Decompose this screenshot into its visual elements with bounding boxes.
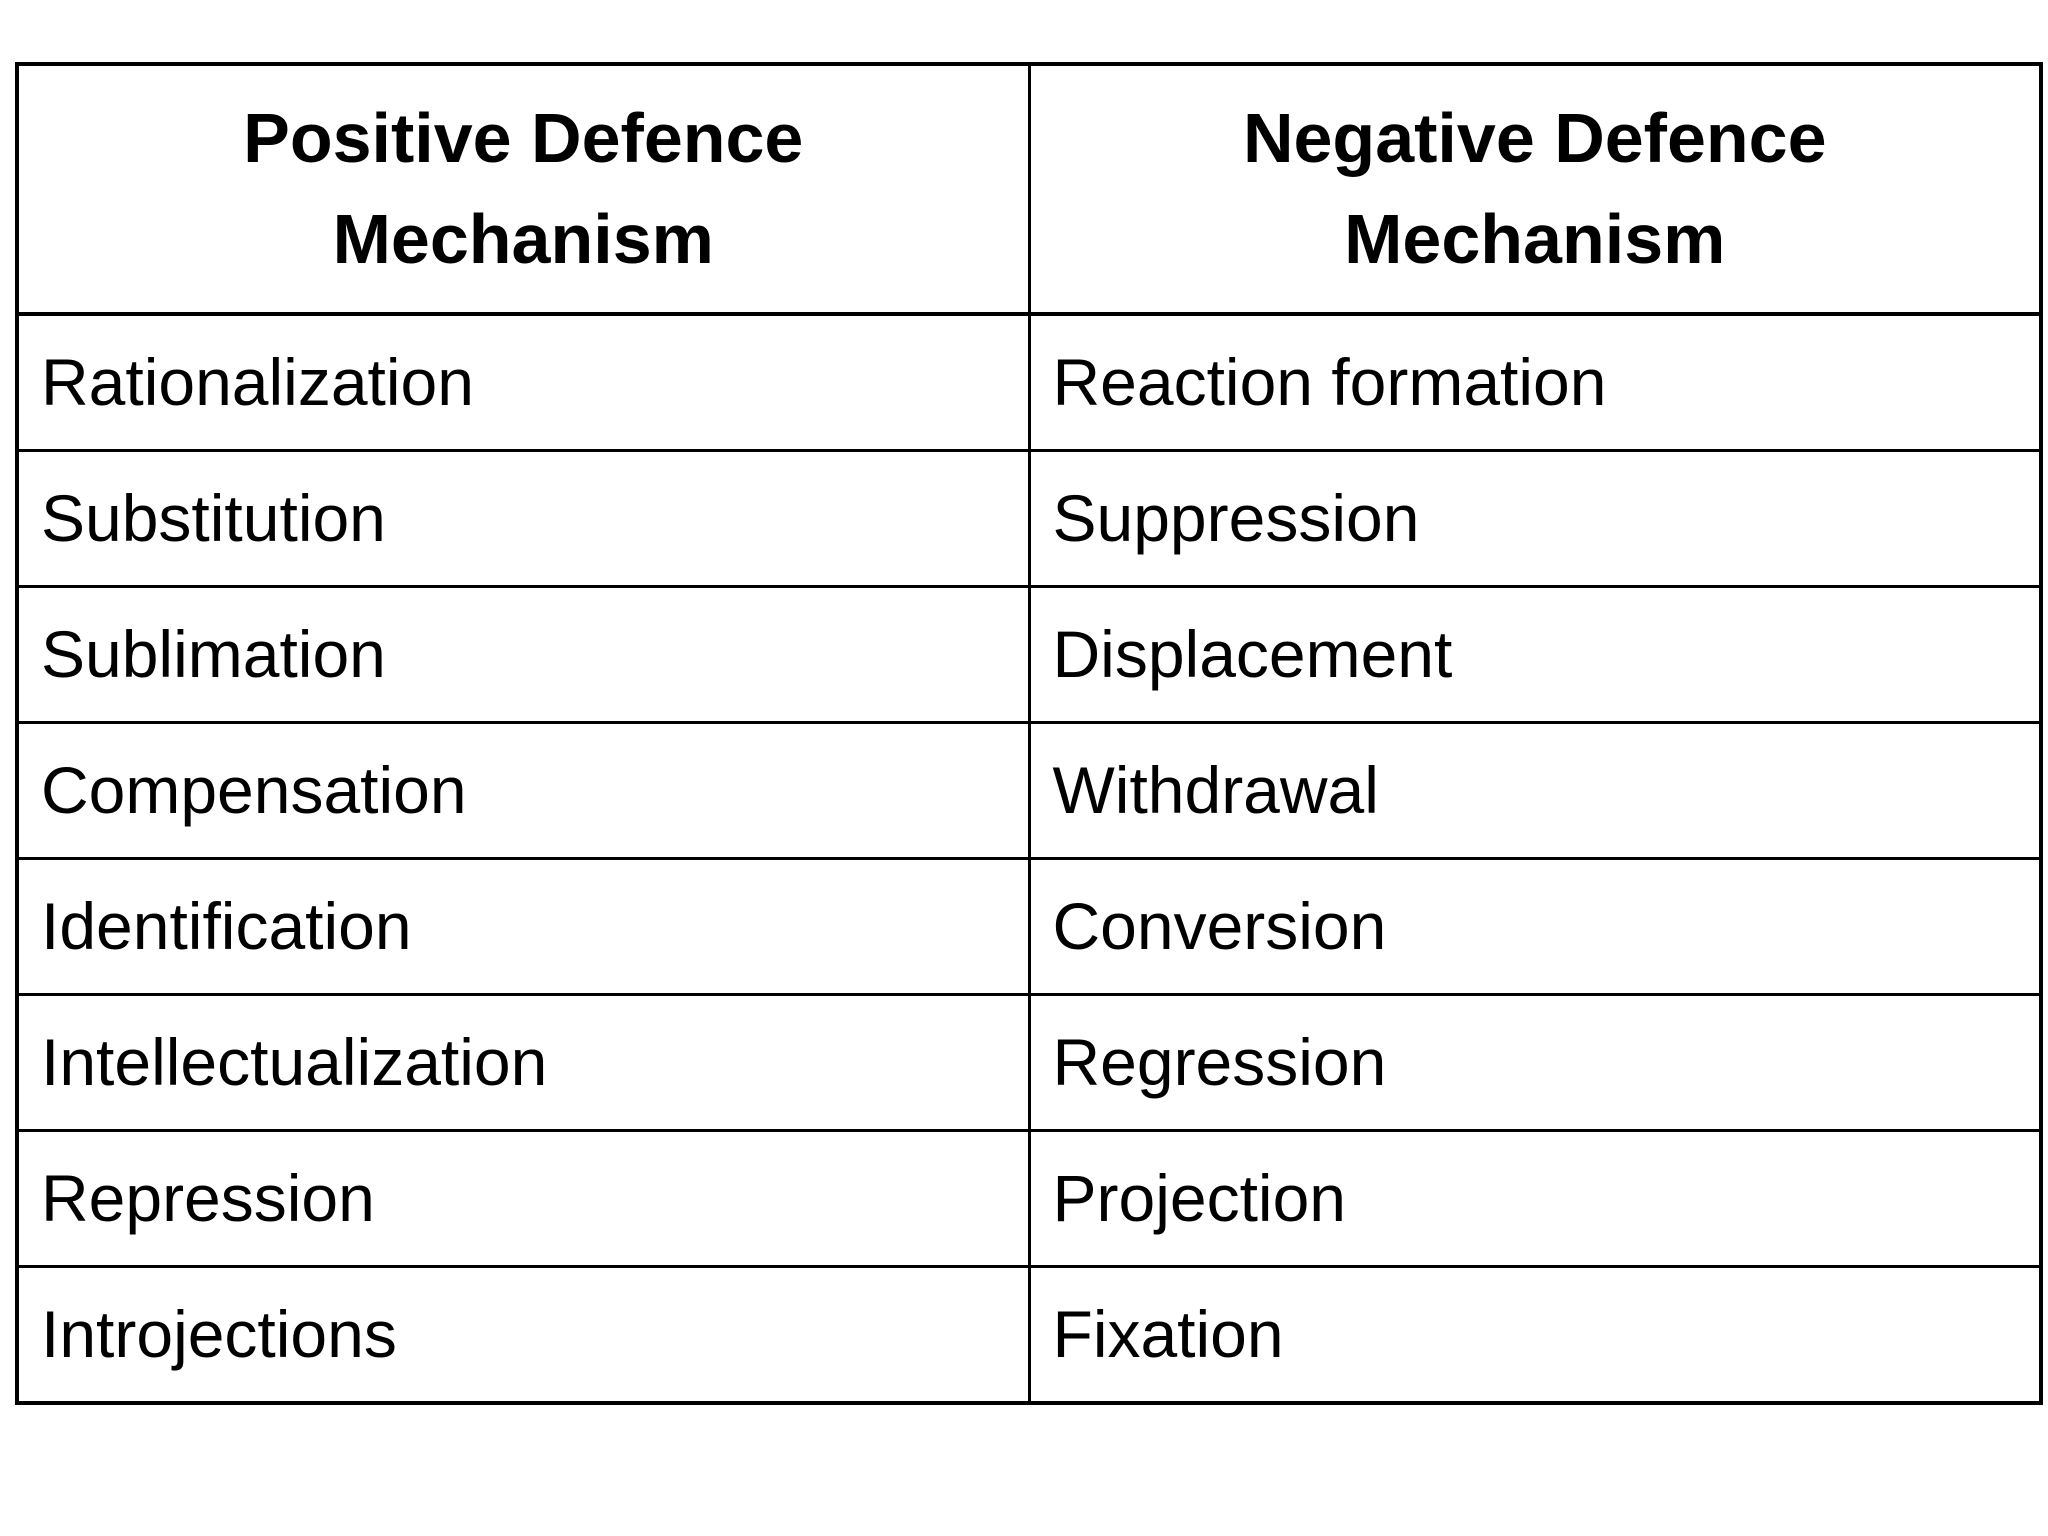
column-header-negative-label: Negative Defence Mechanism xyxy=(1242,98,1827,279)
table-row: Substitution Suppression xyxy=(15,449,2043,588)
table-row: Identification Conversion xyxy=(15,857,2043,996)
table-cell: Compensation xyxy=(15,721,1031,860)
table-cell: Displacement xyxy=(1027,585,2043,724)
table-cell: Suppression xyxy=(1027,449,2043,588)
table-row: Repression Projection xyxy=(15,1129,2043,1268)
table-cell: Projection xyxy=(1027,1129,2043,1268)
table-cell: Regression xyxy=(1027,993,2043,1132)
header-row: Positive Defence Mechanism Negative Defe… xyxy=(15,62,2043,316)
table-cell: Withdrawal xyxy=(1027,721,2043,860)
column-header-negative: Negative Defence Mechanism xyxy=(1027,62,2043,316)
table-row: Introjections Fixation xyxy=(15,1265,2043,1405)
table-cell: Conversion xyxy=(1027,857,2043,996)
table-row: Rationalization Reaction formation xyxy=(15,312,2043,452)
table-cell: Sublimation xyxy=(15,585,1031,724)
table-cell: Repression xyxy=(15,1129,1031,1268)
table-row: Intellectualization Regression xyxy=(15,993,2043,1132)
table-cell: Rationalization xyxy=(15,312,1031,452)
table-cell: Reaction formation xyxy=(1027,312,2043,452)
table-cell: Intellectualization xyxy=(15,993,1031,1132)
column-header-positive-label: Positive Defence Mechanism xyxy=(243,98,804,279)
table-cell: Substitution xyxy=(15,449,1031,588)
table-row: Sublimation Displacement xyxy=(15,585,2043,724)
table-cell: Fixation xyxy=(1027,1265,2043,1405)
table-cell: Introjections xyxy=(15,1265,1031,1405)
defence-mechanisms-table: Positive Defence Mechanism Negative Defe… xyxy=(15,62,2043,1405)
column-header-positive: Positive Defence Mechanism xyxy=(15,62,1031,316)
table-row: Compensation Withdrawal xyxy=(15,721,2043,860)
table-cell: Identification xyxy=(15,857,1031,996)
